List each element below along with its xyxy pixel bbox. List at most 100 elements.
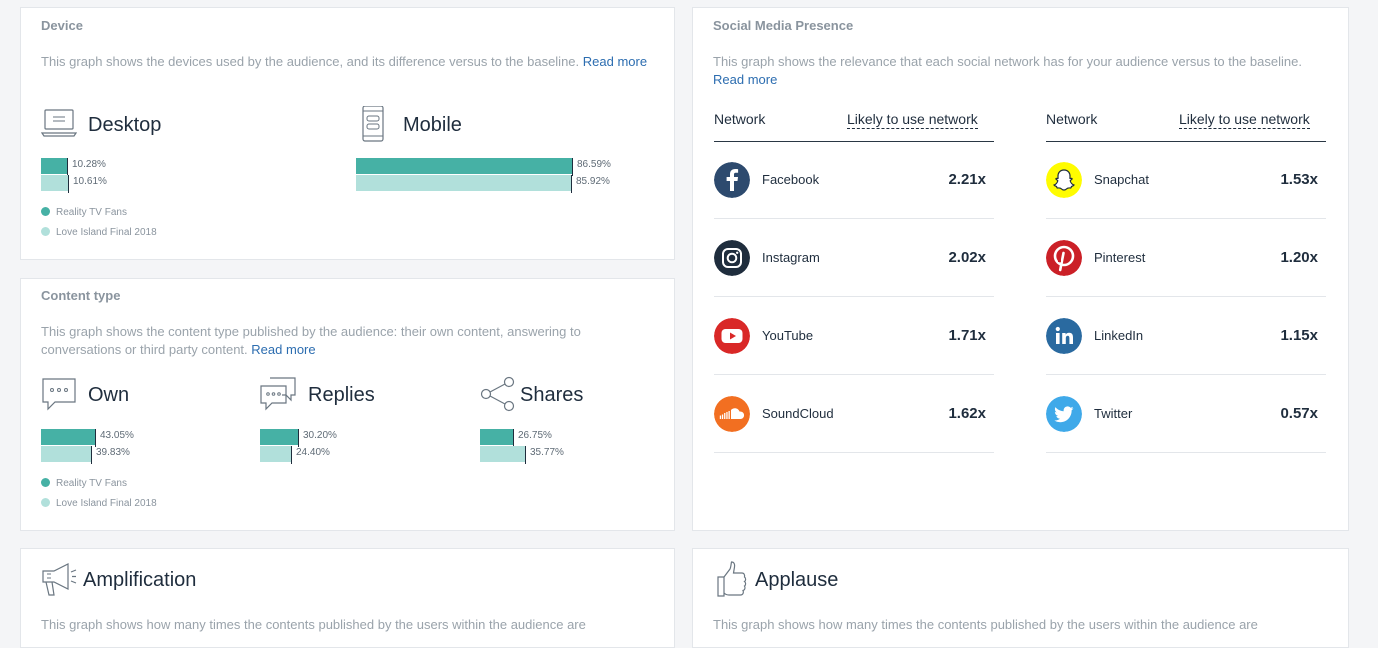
device-read-more-link[interactable]: Read more [582,54,648,69]
legend-item-primary: Reality TV Fans [41,207,127,218]
shares-label: Shares [520,384,584,406]
thumbs-up-icon [717,561,747,597]
bar-value: 10.28% [72,159,106,170]
bar-value: 30.20% [303,430,337,441]
network-name: SoundCloud [762,406,834,421]
content-type-read-more-link[interactable]: Read more [251,342,316,357]
bar-fill [41,158,67,174]
bar-value: 43.05% [100,430,134,441]
social-media-description: This graph shows the relevance that each… [713,53,1303,89]
chat-bubble-icon [42,378,76,411]
bar-tick [68,175,69,193]
network-name: Twitter [1094,406,1133,421]
bar-value: 39.83% [96,447,130,458]
amplification-card: Amplification This graph shows how many … [20,548,675,648]
legend-dot [41,207,50,216]
bar-value: 26.75% [518,430,552,441]
social-media-card: Social Media Presence This graph shows t… [692,7,1349,531]
legend-dot [41,478,50,487]
bar-fill [41,429,95,445]
network-row-soundcloud: SoundCloud 1.62x [714,376,994,453]
share-icon [480,376,515,412]
bar-tick [513,429,514,447]
device-description: This graph shows the devices used by the… [41,53,651,71]
content-type-desc-text: This graph shows the content type publis… [41,324,581,357]
mobile-baseline-bar: 85.92% [356,175,610,193]
twitter-icon [1046,396,1082,432]
social-read-more-link[interactable]: Read more [713,72,778,87]
network-value: 1.53x [1280,171,1318,188]
applause-title: Applause [755,569,839,591]
bar-value: 35.77% [530,447,564,458]
mobile-icon [362,106,384,142]
mobile-label: Mobile [403,114,462,136]
legend-label: Reality TV Fans [56,207,127,218]
bar-value: 86.59% [577,159,611,170]
amplification-title: Amplification [83,569,197,591]
network-row-snapchat: Snapchat 1.53x [1046,142,1326,219]
network-name: Instagram [762,250,820,265]
shares-baseline-bar: 35.77% [480,446,605,464]
bar-tick [67,158,68,176]
applause-card: Applause This graph shows how many times… [692,548,1349,648]
instagram-icon [714,240,750,276]
bar-fill [260,429,298,445]
social-desc-text: This graph shows the relevance that each… [713,54,1302,69]
legend-item-baseline: Love Island Final 2018 [41,227,157,238]
network-value: 2.02x [948,249,986,266]
network-column-header: Network [714,111,766,127]
mobile-primary-bar: 86.59% [356,158,611,176]
shares-primary-bar: 26.75% [480,429,605,447]
network-row-instagram: Instagram 2.02x [714,220,994,297]
bar-fill [41,446,91,462]
bar-fill [260,446,291,462]
network-name: Snapchat [1094,172,1149,187]
legend-label: Love Island Final 2018 [56,498,157,509]
replies-primary-bar: 30.20% [260,429,385,447]
likely-column-header[interactable]: Likely to use network [847,111,978,129]
network-value: 2.21x [948,171,986,188]
legend-label: Love Island Final 2018 [56,227,157,238]
bar-tick [525,446,526,464]
network-column-header: Network [1046,111,1098,127]
bar-value: 85.92% [576,176,610,187]
linkedin-icon [1046,318,1082,354]
megaphone-icon [42,563,77,596]
own-baseline-bar: 39.83% [41,446,166,464]
network-value: 1.15x [1280,327,1318,344]
desktop-baseline-bar: 10.61% [41,175,291,193]
own-label: Own [88,384,130,406]
bar-fill [41,175,68,191]
network-value: 0.57x [1280,405,1318,422]
legend-item-baseline: Love Island Final 2018 [41,498,157,509]
bar-fill [356,158,572,174]
bar-value: 24.40% [296,447,330,458]
applause-description: This graph shows how many times the cont… [713,617,1258,632]
bar-tick [571,175,572,193]
replies-baseline-bar: 24.40% [260,446,385,464]
likely-column-header: Likely to use network [1179,111,1310,129]
bar-fill [356,175,571,191]
amplification-description: This graph shows how many times the cont… [41,617,586,632]
network-value: 1.62x [948,405,986,422]
bar-tick [291,446,292,464]
network-row-youtube: YouTube 1.71x [714,298,994,375]
network-value: 1.71x [948,327,986,344]
network-row-twitter: Twitter 0.57x [1046,376,1326,453]
bar-fill [480,429,513,445]
network-value: 1.20x [1280,249,1318,266]
content-type-card: Content type This graph shows the conten… [20,278,675,531]
network-row-facebook: Facebook 2.21x [714,142,994,219]
network-name: Facebook [762,172,820,187]
bar-tick [572,158,573,176]
desktop-icon [41,109,77,137]
replies-label: Replies [308,384,375,406]
network-name: YouTube [762,328,814,343]
pinterest-icon [1046,240,1082,276]
header-divider [714,141,994,142]
network-row-linkedin: LinkedIn 1.15x [1046,298,1326,375]
snapchat-icon [1046,162,1082,198]
network-name: LinkedIn [1094,328,1144,343]
desktop-primary-bar: 10.28% [41,158,291,176]
legend-dot [41,227,50,236]
